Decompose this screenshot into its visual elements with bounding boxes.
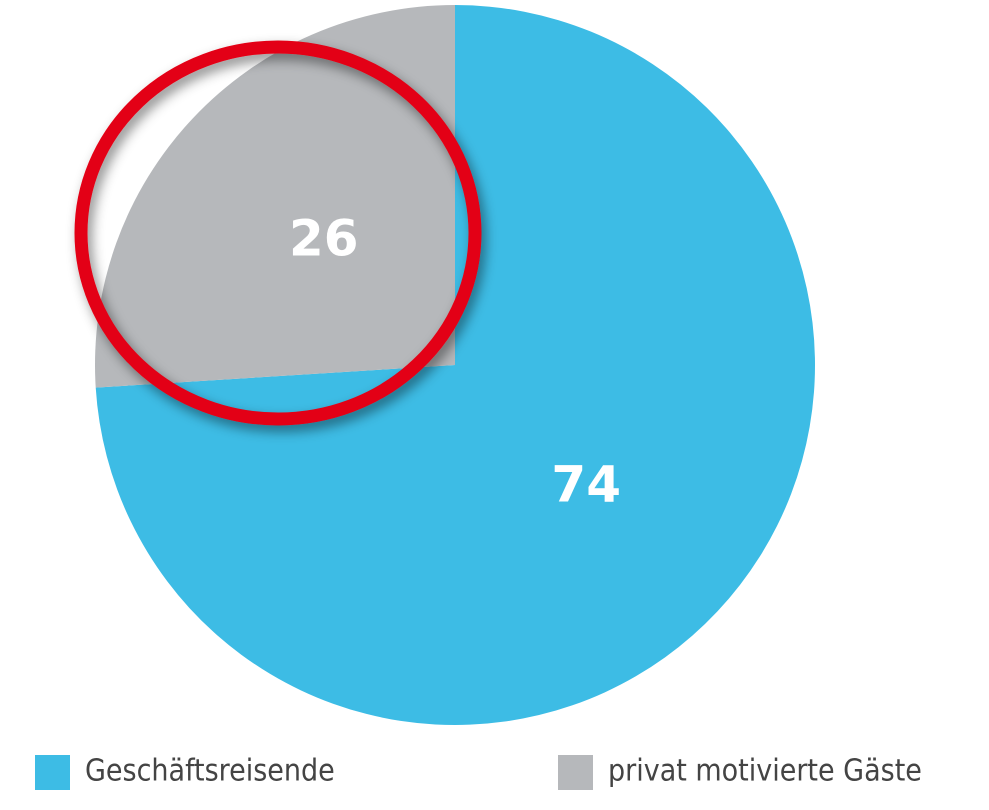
legend-swatch — [558, 755, 593, 790]
value-label: 26 — [289, 209, 359, 267]
legend-label: Geschäftsreisende — [85, 754, 335, 789]
pie-slice — [95, 5, 815, 725]
legend-swatch — [35, 755, 70, 790]
pie — [95, 5, 815, 725]
value-label: 74 — [551, 456, 621, 514]
pie-slice — [95, 5, 455, 388]
value-labels: 74 26 — [289, 209, 621, 513]
legend-label: privat motivierte Gäste — [608, 754, 922, 789]
highlight-circle — [74, 40, 482, 426]
legend: Geschäftsreisende privat motivierte Gäste — [35, 754, 922, 790]
